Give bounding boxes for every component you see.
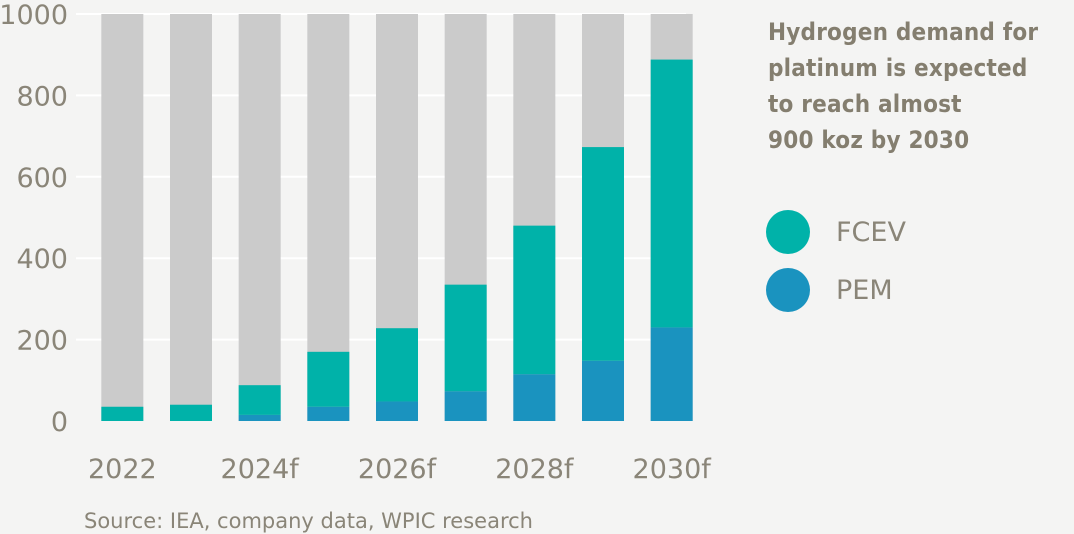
bar-pem — [238, 414, 281, 421]
bar-fcev — [170, 404, 212, 421]
y-tick-label: 800 — [16, 81, 68, 112]
bar-fcev — [238, 385, 281, 415]
legend-swatch-fcev — [766, 210, 810, 254]
x-tick-label: 2030f — [633, 454, 713, 485]
y-tick-label: 400 — [16, 244, 68, 275]
legend-label-pem: PEM — [836, 274, 893, 306]
chart-title: Hydrogen demand for platinum is expected… — [768, 14, 1068, 158]
bar-pem — [582, 360, 624, 421]
bars — [101, 14, 693, 421]
source-note: Source: IEA, company data, WPIC research — [84, 509, 533, 533]
bar-pem — [444, 391, 487, 421]
bar-fcev — [444, 284, 487, 392]
bar-fcev — [650, 59, 693, 328]
bar-fcev — [101, 406, 144, 421]
x-tick-label: 2024f — [221, 454, 301, 485]
y-tick-label: 600 — [16, 163, 68, 194]
bar-fcev — [307, 351, 350, 407]
y-tick-label: 200 — [16, 326, 68, 357]
bar-background — [238, 14, 281, 421]
title-line: 900 koz by 2030 — [768, 126, 970, 154]
x-axis: 2022 2024f 2026f 2028f 2030f — [88, 454, 712, 485]
x-tick-label: 2022 — [88, 454, 157, 485]
bar-pem — [307, 406, 350, 421]
bar-pem — [650, 327, 693, 421]
bar-pem — [376, 401, 418, 421]
bar-pem — [513, 374, 556, 421]
title-line: Hydrogen demand for — [768, 18, 1039, 46]
bar-background — [101, 14, 144, 421]
bar-background — [170, 14, 212, 421]
title-line: to reach almost — [768, 90, 962, 118]
bar-fcev — [376, 328, 418, 402]
legend-label-fcev: FCEV — [836, 216, 906, 248]
title-line: platinum is expected — [768, 54, 1028, 82]
y-axis: 0 200 400 600 800 1000 — [0, 0, 68, 438]
legend-item-pem: PEM — [766, 268, 893, 312]
legend-swatch-pem — [766, 268, 810, 312]
y-tick-label: 0 — [51, 407, 68, 438]
x-tick-label: 2028f — [495, 454, 575, 485]
bar-fcev — [513, 225, 556, 375]
y-tick-label: 1000 — [0, 0, 68, 31]
x-tick-label: 2026f — [358, 454, 438, 485]
legend-item-fcev: FCEV — [766, 210, 906, 254]
bar-fcev — [582, 147, 624, 361]
